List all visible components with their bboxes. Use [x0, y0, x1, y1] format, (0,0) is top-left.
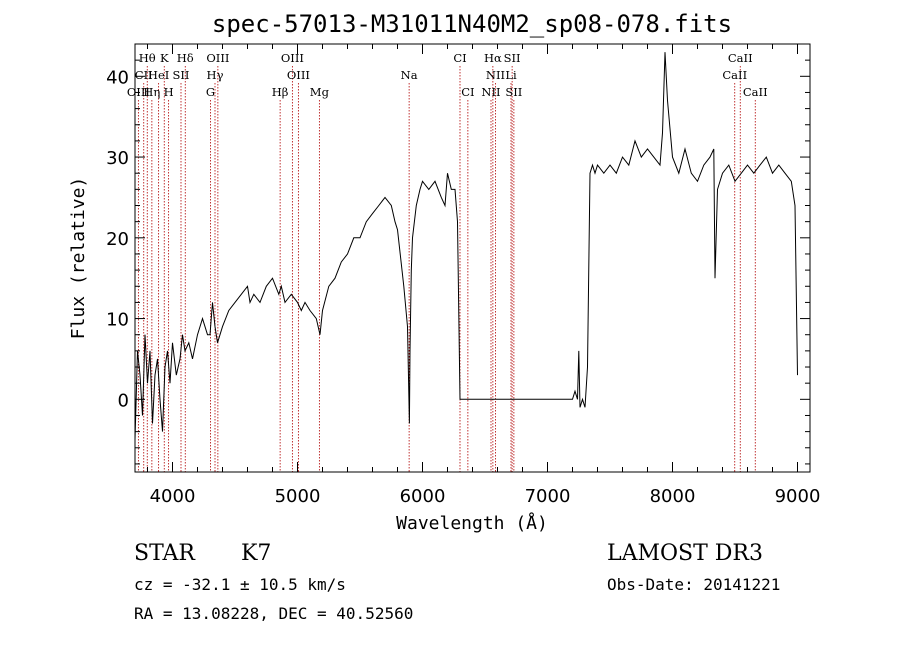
line-label: NII — [486, 68, 505, 82]
spectrum-series-line — [134, 52, 798, 440]
ra-dec: RA = 13.08228, DEC = 40.52560 — [134, 604, 414, 623]
y-axis: 0 10 20 30 40 — [106, 43, 810, 465]
line-label: G — [206, 85, 215, 99]
x-tick-label: 4000 — [150, 486, 196, 507]
plot-frame — [134, 43, 811, 473]
observation-date: Obs-Date: 20141221 — [607, 575, 781, 594]
chart-title: spec-57013-M31011N40M2_sp08-078.fits — [212, 10, 732, 38]
spectral-line-markers — [137, 66, 756, 472]
y-axis-label: Flux (relative) — [68, 177, 89, 340]
x-tick-label: 7000 — [525, 486, 571, 507]
line-label: Hα — [484, 51, 502, 65]
x-tick-label: 5000 — [275, 486, 321, 507]
line-label: HeI — [148, 68, 169, 82]
line-label: Hη — [143, 85, 160, 99]
line-label: OIII — [287, 68, 310, 82]
y-tick-label: 30 — [106, 148, 129, 169]
line-label: CI — [453, 51, 466, 65]
line-label: Hθ — [139, 51, 156, 65]
line-label: CaII — [743, 85, 768, 99]
line-label: Hβ — [272, 85, 289, 99]
line-label: OIII — [127, 85, 150, 99]
line-label: SII — [505, 85, 522, 99]
x-tick-label: 9000 — [775, 486, 821, 507]
line-label: CII — [135, 68, 153, 82]
x-tick-label: 8000 — [650, 486, 696, 507]
y-tick-label: 20 — [106, 229, 129, 250]
x-tick-label: 6000 — [400, 486, 446, 507]
y-tick-label: 10 — [106, 310, 129, 331]
line-label: OIII — [206, 51, 229, 65]
line-label: Hδ — [177, 51, 194, 65]
line-label: CaII — [722, 68, 747, 82]
x-axis: 4000 5000 6000 7000 8000 9000 — [147, 44, 821, 507]
x-axis-label: Wavelength (Å) — [396, 512, 548, 534]
y-tick-label: 0 — [118, 390, 129, 411]
line-label: OIII — [281, 51, 304, 65]
object-class: STAR — [134, 541, 195, 566]
line-label: Na — [401, 68, 418, 82]
survey-name: LAMOST DR3 — [607, 541, 763, 566]
y-tick-label: 40 — [106, 67, 129, 88]
line-label: CI — [461, 85, 474, 99]
line-label: Li — [505, 68, 517, 82]
line-label: K — [160, 51, 169, 65]
line-label: Mg — [310, 85, 330, 99]
line-label: NII — [481, 85, 500, 99]
object-subclass: K7 — [241, 541, 272, 566]
line-label: SII — [504, 51, 521, 65]
line-label: Hγ — [207, 68, 224, 82]
line-label: H — [164, 85, 174, 99]
line-label: SII — [173, 68, 190, 82]
redshift-cz: cz = -32.1 ± 10.5 km/s — [134, 575, 346, 594]
line-label: CaII — [728, 51, 753, 65]
